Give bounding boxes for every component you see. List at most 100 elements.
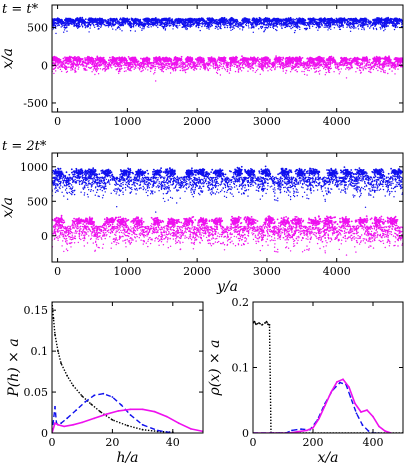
scatter-point bbox=[98, 20, 100, 22]
scatter-point bbox=[64, 24, 67, 26]
scatter-point bbox=[382, 22, 384, 25]
scatter-point bbox=[369, 27, 371, 29]
scatter-point bbox=[365, 24, 367, 26]
scatter-point bbox=[336, 62, 338, 64]
scatter-point bbox=[346, 19, 348, 22]
scatter-point bbox=[275, 25, 277, 27]
scatter-point bbox=[323, 19, 326, 21]
scatter-point bbox=[296, 19, 299, 22]
scatter-point bbox=[311, 25, 314, 27]
scatter-point bbox=[57, 18, 60, 21]
scatter-point bbox=[394, 26, 397, 29]
scatter-point bbox=[380, 21, 382, 23]
scatter-point bbox=[184, 20, 187, 22]
scatter-point bbox=[227, 25, 229, 27]
scatter-point bbox=[342, 18, 344, 20]
scatter-point bbox=[269, 68, 271, 70]
scatter-point bbox=[52, 20, 54, 23]
scatter-point bbox=[229, 20, 232, 23]
scatter-point bbox=[197, 26, 200, 28]
scatter-point bbox=[295, 17, 298, 20]
scatter-point bbox=[129, 23, 131, 26]
scatter-point bbox=[233, 27, 235, 29]
scatter-point bbox=[205, 21, 208, 23]
scatter-point bbox=[387, 16, 389, 19]
scatter-point bbox=[256, 23, 258, 25]
scatter-point bbox=[236, 25, 238, 28]
scatter-point bbox=[260, 27, 263, 30]
scatter-point bbox=[305, 27, 307, 30]
scatter-point bbox=[287, 23, 289, 25]
scatter-point bbox=[91, 18, 94, 21]
scatter-point bbox=[164, 23, 167, 26]
scatter-point bbox=[158, 24, 160, 26]
scatter-point bbox=[321, 24, 323, 26]
scatter-point bbox=[54, 21, 56, 24]
scatter-point bbox=[195, 20, 198, 23]
scatter-point bbox=[198, 65, 200, 68]
scatter-point bbox=[361, 22, 363, 24]
scatter-point bbox=[363, 23, 365, 26]
scatter-point bbox=[372, 27, 375, 29]
scatter-point bbox=[339, 22, 341, 25]
scatter-point bbox=[170, 22, 173, 25]
scatter-point bbox=[376, 22, 379, 24]
scatter-point bbox=[361, 26, 363, 28]
scatter-point bbox=[63, 26, 66, 29]
scatter-point bbox=[305, 21, 307, 24]
scatter-point bbox=[99, 23, 102, 26]
scatter-point bbox=[177, 22, 180, 24]
scatter-point bbox=[109, 60, 112, 63]
scatter-point bbox=[299, 26, 301, 28]
scatter-point bbox=[84, 27, 87, 29]
scatter-point bbox=[347, 23, 349, 25]
scatter-point bbox=[165, 23, 168, 25]
scatter-point bbox=[160, 19, 163, 22]
scatter-point bbox=[181, 22, 184, 25]
scatter-point bbox=[232, 21, 234, 24]
scatter-point bbox=[373, 66, 375, 69]
scatter-point bbox=[125, 22, 127, 24]
scatter-point bbox=[119, 22, 121, 24]
scatter-point bbox=[380, 28, 382, 30]
scatter-point bbox=[386, 24, 388, 27]
scatter-point bbox=[296, 23, 298, 25]
scatter-point bbox=[184, 22, 186, 25]
scatter-point bbox=[274, 68, 276, 71]
scatter-point bbox=[103, 65, 105, 67]
scatter-point bbox=[142, 18, 145, 21]
scatter-point bbox=[192, 19, 194, 22]
scatter-point bbox=[107, 18, 110, 21]
scatter-point bbox=[345, 23, 348, 26]
scatter-point bbox=[219, 25, 222, 27]
scatter-point bbox=[318, 23, 321, 25]
scatter-point bbox=[333, 21, 335, 23]
scatter-point bbox=[191, 21, 194, 23]
scatter-point bbox=[247, 70, 249, 72]
scatter-point bbox=[292, 20, 294, 22]
scatter-point bbox=[168, 23, 170, 25]
scatter-point bbox=[218, 19, 220, 22]
scatter-point bbox=[199, 24, 201, 26]
scatter-point bbox=[195, 18, 198, 21]
scatter-point bbox=[389, 22, 392, 24]
scatter-point bbox=[64, 27, 67, 29]
scatter-point bbox=[66, 26, 68, 28]
scatter-point bbox=[356, 22, 359, 25]
scatter-point bbox=[137, 22, 139, 24]
scatter-point bbox=[204, 21, 206, 23]
scatter-point bbox=[111, 26, 113, 28]
scatter-point bbox=[335, 21, 337, 23]
scatter-point bbox=[183, 24, 185, 26]
scatter-point bbox=[130, 24, 132, 26]
scatter-point bbox=[337, 18, 340, 21]
scatter-point bbox=[356, 21, 358, 23]
scatter-point bbox=[101, 19, 104, 22]
scatter-point bbox=[243, 21, 245, 23]
scatter-point bbox=[96, 22, 99, 25]
scatter-point bbox=[122, 24, 125, 27]
scatter-point bbox=[400, 21, 402, 24]
scatter-point bbox=[291, 64, 293, 67]
scatter-point bbox=[109, 18, 112, 21]
scatter-point bbox=[174, 24, 176, 26]
